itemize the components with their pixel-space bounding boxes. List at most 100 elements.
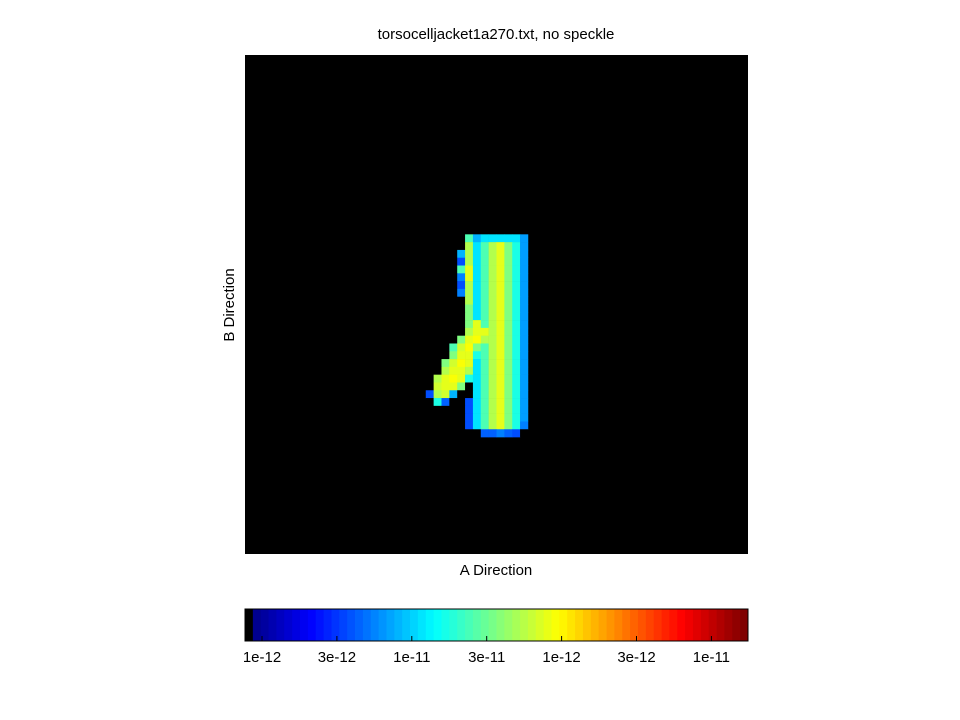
heatmap-cell [457, 405, 466, 414]
heatmap-cell [449, 429, 458, 438]
heatmap-cell [465, 249, 474, 259]
colorbar-swatch [645, 609, 655, 641]
heatmap-cell [465, 234, 474, 243]
heatmap-cell [449, 374, 458, 383]
heatmap-cell [425, 351, 434, 360]
colorbar-swatch [417, 609, 427, 641]
heatmap-cell [457, 343, 466, 352]
heatmap-cell [504, 359, 513, 368]
heatmap-cell [425, 335, 434, 344]
heatmap-cell [480, 273, 489, 282]
colorbar-swatch [245, 609, 254, 641]
colorbar-swatch [575, 609, 584, 641]
colorbar-swatch [559, 609, 568, 641]
heatmap-cell [465, 312, 474, 321]
heatmap-cell [488, 343, 497, 352]
colorbar-swatch [465, 609, 474, 641]
heatmap-cell [520, 421, 529, 430]
heatmap-cell [449, 421, 458, 430]
colorbar-swatch [362, 609, 372, 641]
heatmap-cell [496, 413, 505, 422]
colorbar-swatch [488, 609, 497, 641]
heatmap-cell [488, 335, 497, 344]
heatmap-cell [504, 320, 513, 329]
heatmap-cell [512, 234, 521, 243]
heatmap-cell [457, 281, 466, 290]
heatmap-cell [512, 413, 521, 422]
colorbar-swatch [567, 609, 576, 641]
heatmap-cell [441, 390, 450, 399]
heatmap-cell [480, 327, 489, 336]
heatmap-cell [520, 359, 529, 368]
heatmap-cell [480, 343, 489, 352]
heatmap-cell [465, 413, 474, 422]
heatmap-cell [465, 257, 474, 266]
heatmap-cell [441, 429, 450, 438]
heatmap-cell [472, 257, 482, 266]
heatmap-cell [512, 359, 521, 368]
heatmap-cell [480, 351, 489, 360]
heatmap-cell [457, 421, 466, 430]
heatmap-cell [465, 281, 474, 290]
chart-title: torsocelljacket1a270.txt, no speckle [378, 26, 615, 43]
heatmap-cell [504, 413, 513, 422]
heatmap-cell [504, 257, 513, 266]
heatmap-cell [520, 327, 529, 336]
heatmap-cell [449, 320, 458, 329]
heatmap-cell [441, 374, 450, 383]
heatmap-cell [425, 265, 434, 274]
heatmap-cell [457, 273, 466, 282]
heatmap-cell [457, 312, 466, 321]
heatmap-cell [465, 382, 474, 391]
colorbar: 1e-12 3e-12 1e-11 3e-11 1e-12 3e-12 1e-11 [243, 609, 749, 666]
heatmap-cell [488, 398, 497, 407]
heatmap-cell [488, 257, 497, 266]
heatmap-cell [465, 304, 474, 313]
heatmap-cell [433, 343, 442, 352]
colorbar-swatch [598, 609, 607, 641]
colorbar-swatch [386, 609, 395, 641]
heatmap-cell [496, 242, 505, 251]
heatmap-cell [457, 265, 466, 274]
heatmap-cell [520, 273, 529, 282]
heatmap-cell [472, 304, 482, 313]
heatmap-cell [520, 312, 529, 321]
heatmap-cell [512, 312, 521, 321]
heatmap-cell [449, 382, 458, 391]
heatmap-cell [441, 242, 450, 251]
heatmap-cell [425, 327, 434, 336]
heatmap-cell [520, 390, 529, 399]
heatmap-cell [488, 421, 497, 430]
heatmap-cell [504, 382, 513, 391]
heatmap-cell [441, 405, 450, 414]
heatmap-cell [425, 257, 434, 266]
heatmap-cell [465, 296, 474, 305]
heatmap-cell [496, 374, 505, 383]
heatmap-cell [504, 249, 513, 259]
colorbar-swatch [582, 609, 592, 641]
heatmap-cell [433, 281, 442, 290]
colorbar-swatch [355, 609, 364, 641]
heatmap-cell [488, 413, 497, 422]
heatmap-cell [512, 242, 521, 251]
heatmap-cell [496, 327, 505, 336]
heatmap-cell [504, 390, 513, 399]
heatmap-cell [465, 265, 474, 274]
heatmap-cell [520, 366, 529, 375]
heatmap-cell [433, 312, 442, 321]
heatmap-cell [425, 242, 434, 251]
heatmap-cell [472, 249, 482, 259]
heatmap-cell [512, 335, 521, 344]
heatmap-cell [441, 281, 450, 290]
colorbar-swatch [504, 609, 513, 641]
colorbar-swatch [260, 609, 269, 641]
colorbar-swatch [692, 609, 702, 641]
heatmap-cell [433, 429, 442, 438]
heatmap-cell [504, 366, 513, 375]
heatmap-cell [449, 359, 458, 368]
heatmap-cell [425, 405, 434, 414]
colorbar-swatch [331, 609, 340, 641]
heatmap-cell [449, 249, 458, 259]
heatmap-cell [520, 288, 529, 298]
colorbar-swatch [480, 609, 490, 641]
